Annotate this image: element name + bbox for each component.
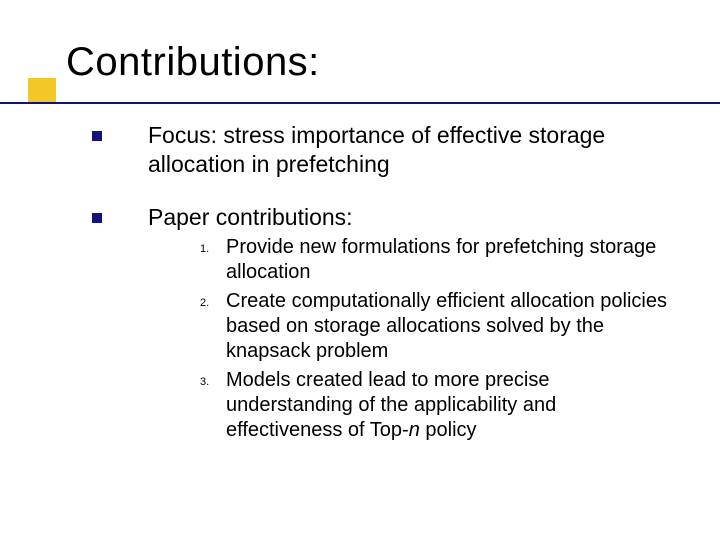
bullet-item: Focus: stress importance of effective st… xyxy=(92,121,672,179)
list-item: 1. Provide new formulations for prefetch… xyxy=(200,235,672,285)
title-row: Contributions: xyxy=(48,40,672,85)
list-text-italic: n xyxy=(409,419,420,441)
title-accent-box xyxy=(28,78,56,102)
list-text-suffix: policy xyxy=(420,419,477,441)
bullet-text: Focus: stress importance of effective st… xyxy=(148,121,672,179)
list-item: 2. Create computationally efficient allo… xyxy=(200,289,672,364)
list-number: 1. xyxy=(200,243,226,255)
square-bullet-icon xyxy=(92,213,102,223)
square-bullet-icon xyxy=(92,131,102,141)
list-text: Create computationally efficient allocat… xyxy=(226,289,672,364)
list-text-prefix: Models created lead to more precise unde… xyxy=(226,369,556,441)
list-item: 3. Models created lead to more precise u… xyxy=(200,368,672,443)
bullet-item: Paper contributions: xyxy=(92,203,672,232)
title-underline xyxy=(0,102,720,104)
bullet-text: Paper contributions: xyxy=(148,203,353,232)
list-number: 2. xyxy=(200,297,226,309)
slide: Contributions: Focus: stress importance … xyxy=(0,0,720,540)
numbered-list: 1. Provide new formulations for prefetch… xyxy=(92,235,672,443)
list-text: Provide new formulations for prefetching… xyxy=(226,235,672,285)
slide-title: Contributions: xyxy=(48,40,672,85)
list-text: Models created lead to more precise unde… xyxy=(226,368,672,443)
slide-content: Focus: stress importance of effective st… xyxy=(48,121,672,443)
list-number: 3. xyxy=(200,376,226,388)
